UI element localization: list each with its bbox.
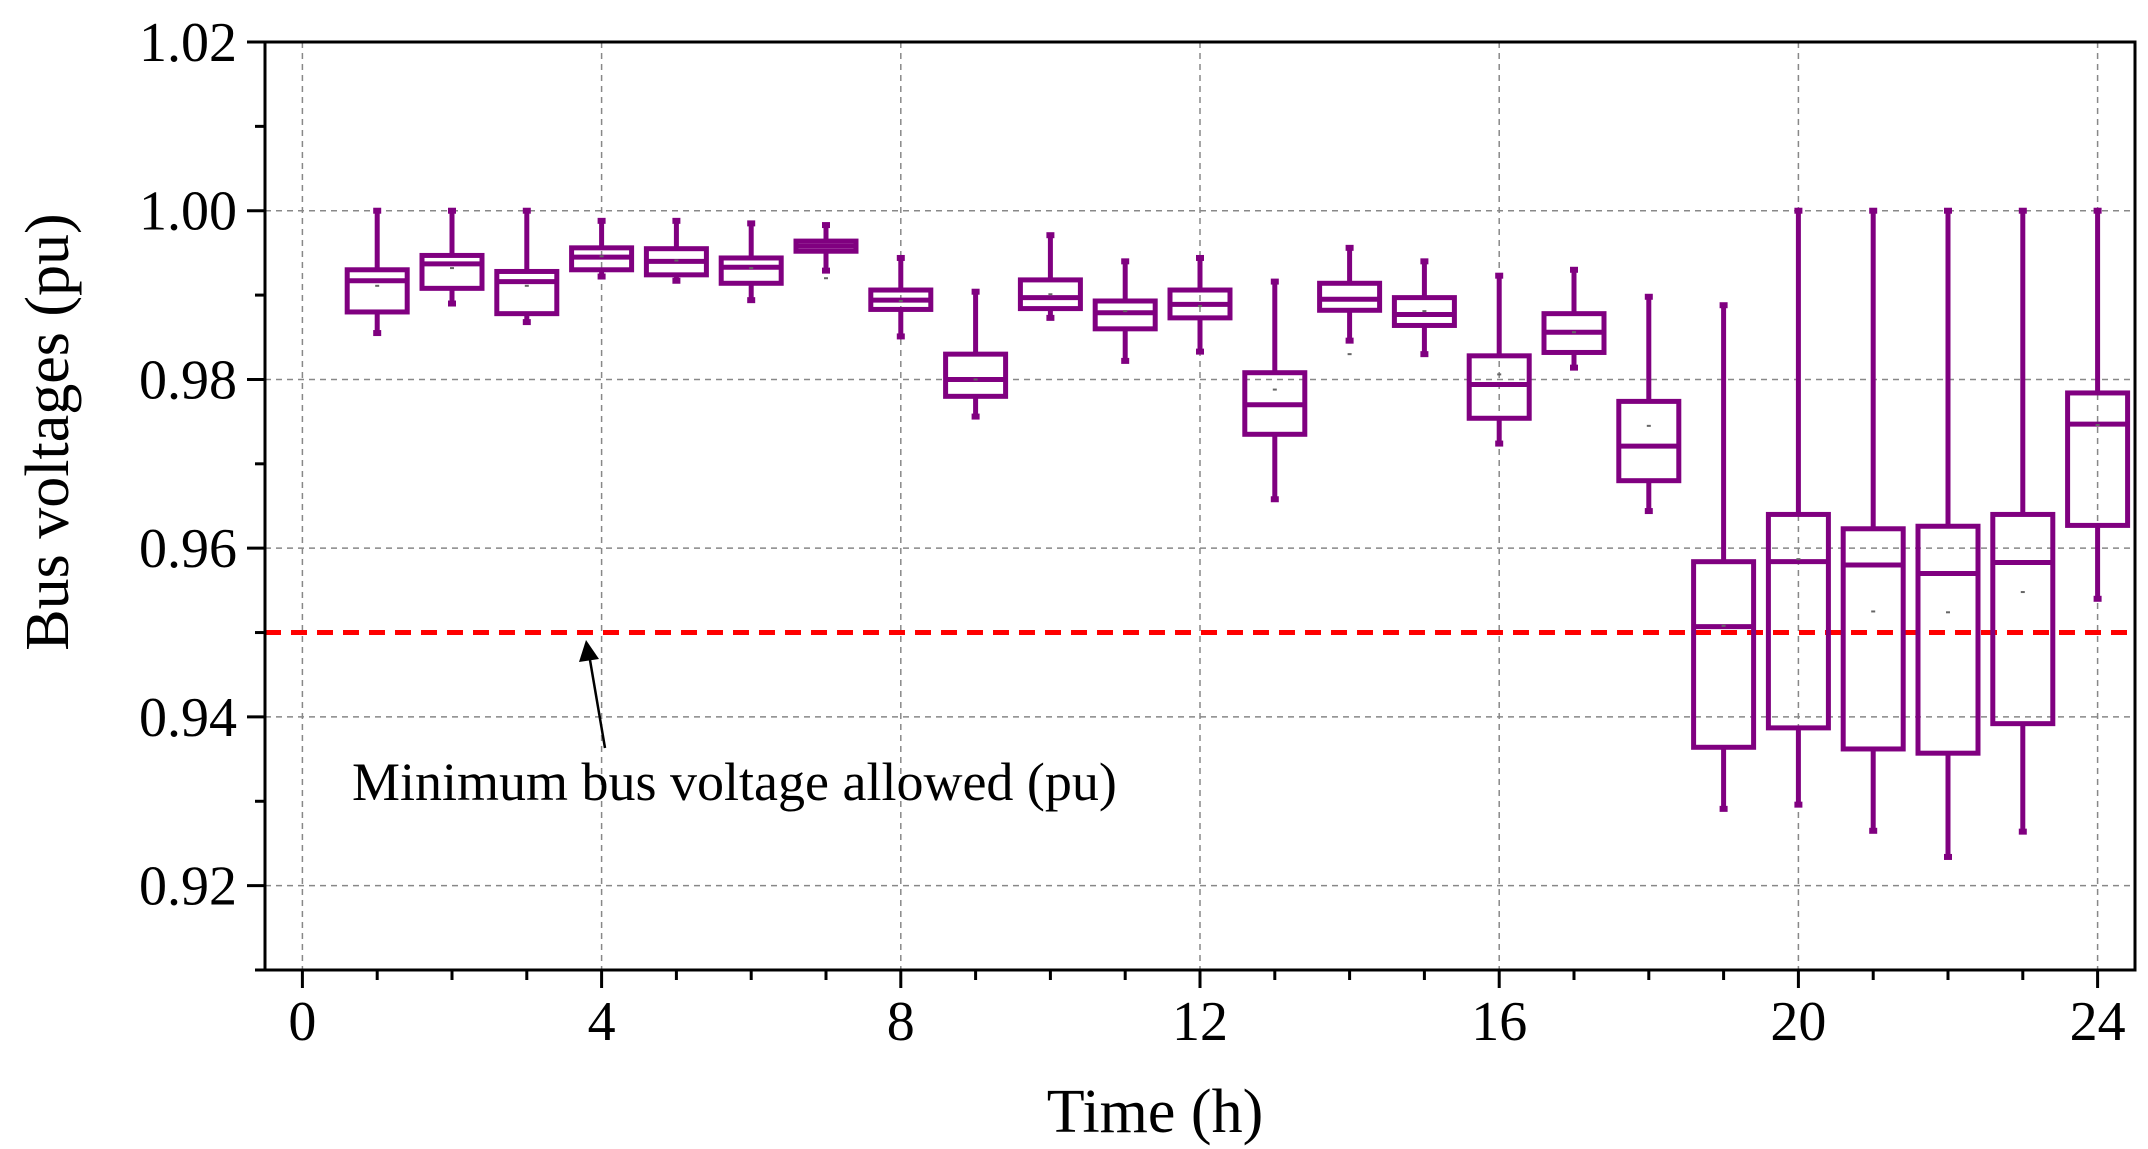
box-hour-3 <box>494 207 560 326</box>
box-hour-6 <box>718 220 784 304</box>
box-hour-22 <box>1915 207 1981 860</box>
box-mean-marker <box>1946 611 1950 614</box>
box-hour-10 <box>1017 232 1083 321</box>
box-hour-16 <box>1466 272 1532 447</box>
box-mean-marker <box>674 259 679 262</box>
box-iqr <box>1915 523 1981 756</box>
box-mean-marker <box>1123 310 1128 313</box>
box-mean-marker <box>1646 424 1651 427</box>
box-iqr <box>1317 280 1383 313</box>
box-mean-marker <box>1272 388 1277 391</box>
box-iqr <box>1391 295 1457 328</box>
y-tick-label: 1.02 <box>139 12 237 74</box>
x-tick-label: 16 <box>1471 991 1527 1053</box>
y-axis-title: Bus voltages (pu) <box>14 213 82 650</box>
box-iqr <box>1616 398 1682 484</box>
box-mean-marker <box>749 267 754 270</box>
box-mean-marker <box>1347 353 1352 356</box>
box-mean-marker <box>524 284 529 287</box>
box-hour-14 <box>1317 244 1383 356</box>
axes: 0 4 8 12 16 20 24 0.92 0.94 0.96 0.98 1.00 1.02 <box>139 12 2137 1053</box>
box-mean-marker <box>1198 305 1202 308</box>
x-tick-label: 0 <box>288 991 316 1053</box>
x-tick-label: 4 <box>588 991 616 1053</box>
x-tick-label: 24 <box>2070 991 2126 1053</box>
box-iqr <box>943 351 1009 399</box>
box-mean-marker <box>2095 424 2100 427</box>
box-iqr <box>1691 559 1757 750</box>
box-mean-marker <box>599 255 604 258</box>
box-mean-marker <box>1572 331 1576 334</box>
box-hour-11 <box>1092 258 1158 364</box>
y-tick-label: 0.92 <box>139 856 237 918</box>
box-mean-marker <box>898 299 903 302</box>
box-hour-24 <box>2065 207 2131 602</box>
box-mean-marker <box>375 284 380 287</box>
box-hour-17 <box>1541 266 1607 371</box>
box-iqr <box>344 267 410 315</box>
box-iqr <box>718 255 784 286</box>
box-hour-18 <box>1616 293 1682 515</box>
box-mean-marker <box>1048 293 1053 296</box>
threshold-arrow-line <box>588 659 607 749</box>
box-hour-1 <box>344 207 410 337</box>
box-hour-5 <box>643 217 709 284</box>
box-mean-marker <box>2020 591 2025 594</box>
box-hour-23 <box>1990 207 2056 835</box>
x-tick-label: 12 <box>1172 991 1228 1053</box>
y-tick-label: 1.00 <box>139 181 237 243</box>
box-hour-7 <box>793 222 859 280</box>
box-mean-marker <box>973 378 978 381</box>
x-tick-label: 8 <box>887 991 915 1053</box>
grid <box>265 41 2135 970</box>
box-iqr <box>1765 511 1831 731</box>
box-hour-9 <box>943 288 1009 420</box>
threshold-arrow-head <box>579 640 599 662</box>
box-mean-marker <box>1497 373 1502 376</box>
box-hour-8 <box>868 254 934 340</box>
box-mean-marker <box>1796 558 1801 561</box>
box-mean-marker <box>1721 624 1726 627</box>
box-iqr <box>1017 277 1083 312</box>
box-iqr <box>1990 511 2056 727</box>
box-iqr <box>1466 353 1532 421</box>
box-mean-marker <box>1422 310 1427 313</box>
box-iqr <box>494 268 560 317</box>
box-series <box>344 207 2131 860</box>
x-tick-label: 20 <box>1770 991 1826 1053</box>
box-hour-13 <box>1242 278 1308 503</box>
y-tick-label: 0.96 <box>139 518 237 580</box>
box-hour-2 <box>419 207 485 307</box>
box-hour-19 <box>1691 302 1757 812</box>
box-iqr <box>1840 526 1906 752</box>
box-hour-15 <box>1391 258 1457 358</box>
box-hour-12 <box>1167 254 1233 355</box>
box-hour-21 <box>1840 207 1906 834</box>
annotations: Minimum bus voltage allowed (pu) <box>352 640 1117 812</box>
box-iqr <box>419 252 485 291</box>
y-tick-label: 0.94 <box>139 687 237 749</box>
threshold-label: Minimum bus voltage allowed (pu) <box>352 752 1117 812</box>
box-hour-4 <box>569 217 635 280</box>
box-mean-marker <box>450 267 454 270</box>
box-mean-marker <box>1871 610 1876 613</box>
box-iqr <box>2065 390 2131 528</box>
y-tick-label: 0.98 <box>139 349 237 411</box>
box-hour-20 <box>1765 207 1831 808</box>
box-mean-marker <box>824 277 828 280</box>
x-axis-title: Time (h) <box>1047 1078 1263 1146</box>
